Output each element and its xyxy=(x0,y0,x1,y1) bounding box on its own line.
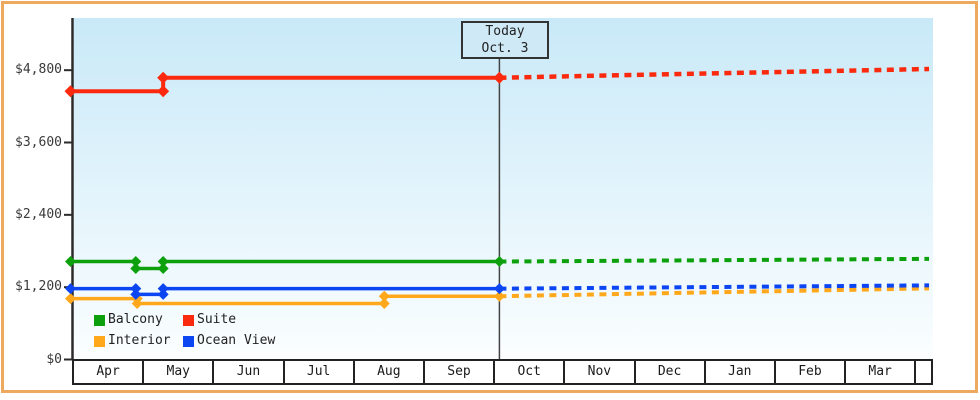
month-cell-jan: Jan xyxy=(706,361,776,383)
data-point-marker-balcony xyxy=(130,256,142,268)
y-axis-label: $4,800 xyxy=(15,62,62,78)
price-line-ocean-view xyxy=(70,286,500,297)
y-axis-label: $3,600 xyxy=(15,134,62,150)
data-point-marker-interior xyxy=(65,293,76,305)
today-label: Today xyxy=(485,24,525,39)
data-point-marker-interior xyxy=(493,290,505,302)
data-point-marker-balcony xyxy=(65,256,76,268)
data-point-marker-interior xyxy=(131,297,143,309)
month-cell-overflow xyxy=(916,361,931,383)
data-point-marker-ocean-view xyxy=(493,283,505,295)
data-point-marker-balcony xyxy=(157,256,169,268)
month-axis-table: Apr May Jun Jul Aug Sep Oct Nov Dec Jan Feb Mar xyxy=(72,359,933,385)
data-point-marker-interior xyxy=(378,290,390,302)
month-cell-dec: Dec xyxy=(636,361,706,383)
data-point-marker-suite xyxy=(64,85,77,98)
forecast-line-suite xyxy=(499,66,930,80)
price-line-interior xyxy=(70,294,500,306)
chart-outer-border xyxy=(1,1,978,393)
data-point-marker-ocean-view xyxy=(130,288,142,300)
month-cell-jul: Jul xyxy=(285,361,355,383)
data-point-marker-ocean-view xyxy=(130,283,142,295)
forecast-line-balcony xyxy=(499,256,930,264)
price-line-balcony xyxy=(70,259,500,271)
y-axis-label: $2,400 xyxy=(15,206,62,222)
data-point-marker-ocean-view xyxy=(65,283,76,295)
data-point-marker-suite xyxy=(493,71,506,84)
forecast-line-interior xyxy=(499,286,930,299)
today-annotation-box: Today Oct. 3 xyxy=(461,21,549,59)
month-cell-nov: Nov xyxy=(565,361,636,383)
price-line-suite xyxy=(70,75,500,94)
data-point-marker-balcony xyxy=(130,262,142,274)
data-point-marker-suite xyxy=(157,71,170,84)
month-cell-may: May xyxy=(144,361,215,383)
month-cell-apr: Apr xyxy=(74,361,145,383)
data-point-marker-ocean-view xyxy=(157,288,169,300)
month-cell-feb: Feb xyxy=(776,361,847,383)
data-point-marker-ocean-view xyxy=(157,283,169,295)
y-axis-label: $0 xyxy=(46,351,62,367)
y-axis-label: $1,200 xyxy=(15,279,62,295)
today-date: Oct. 3 xyxy=(481,41,529,56)
forecast-line-ocean-view xyxy=(499,283,930,291)
plot-area xyxy=(74,18,933,360)
month-cell-mar: Mar xyxy=(846,361,917,383)
data-point-marker-balcony xyxy=(493,256,505,268)
month-cell-oct: Oct xyxy=(495,361,566,383)
month-cell-aug: Aug xyxy=(355,361,425,383)
data-point-marker-suite xyxy=(157,85,170,98)
data-point-marker-balcony xyxy=(157,262,169,274)
month-cell-sep: Sep xyxy=(425,361,496,383)
month-cell-jun: Jun xyxy=(214,361,285,383)
data-point-marker-interior xyxy=(378,297,390,309)
